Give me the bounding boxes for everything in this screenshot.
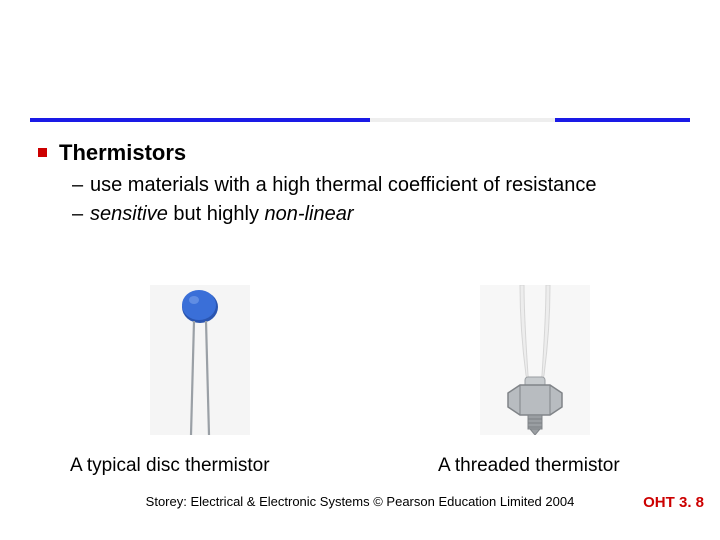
caption-threaded: A threaded thermistor: [438, 455, 620, 477]
figures-area: [0, 285, 720, 455]
sub-bullet-item: – use materials with a high thermal coef…: [72, 172, 688, 199]
bullet-row: Thermistors: [38, 140, 688, 166]
footer-credit: Storey: Electrical & Electronic Systems …: [0, 494, 720, 509]
disc-thermistor-icon: [150, 285, 250, 435]
sub-bullet-list: – use materials with a high thermal coef…: [72, 172, 688, 228]
title-rule-accent: [370, 118, 555, 122]
square-bullet-icon: [38, 148, 47, 157]
threaded-thermistor-icon: [480, 285, 590, 435]
slide: Thermistors – use materials with a high …: [0, 0, 720, 540]
sub-bullet-text: sensitive but highly non-linear: [90, 201, 688, 228]
sub-bullet-text: use materials with a high thermal coeffi…: [90, 172, 688, 199]
slide-number: OHT 3. 8: [643, 494, 704, 511]
sub-bullet-item: – sensitive but highly non-linear: [72, 201, 688, 228]
content-block: Thermistors – use materials with a high …: [38, 140, 688, 230]
title-rule: [30, 118, 690, 122]
caption-disc: A typical disc thermistor: [70, 455, 270, 477]
dash-icon: –: [72, 201, 90, 228]
bullet-heading: Thermistors: [59, 140, 186, 166]
figure-threaded-thermistor: [480, 285, 590, 435]
figure-disc-thermistor: [150, 285, 250, 435]
dash-icon: –: [72, 172, 90, 199]
